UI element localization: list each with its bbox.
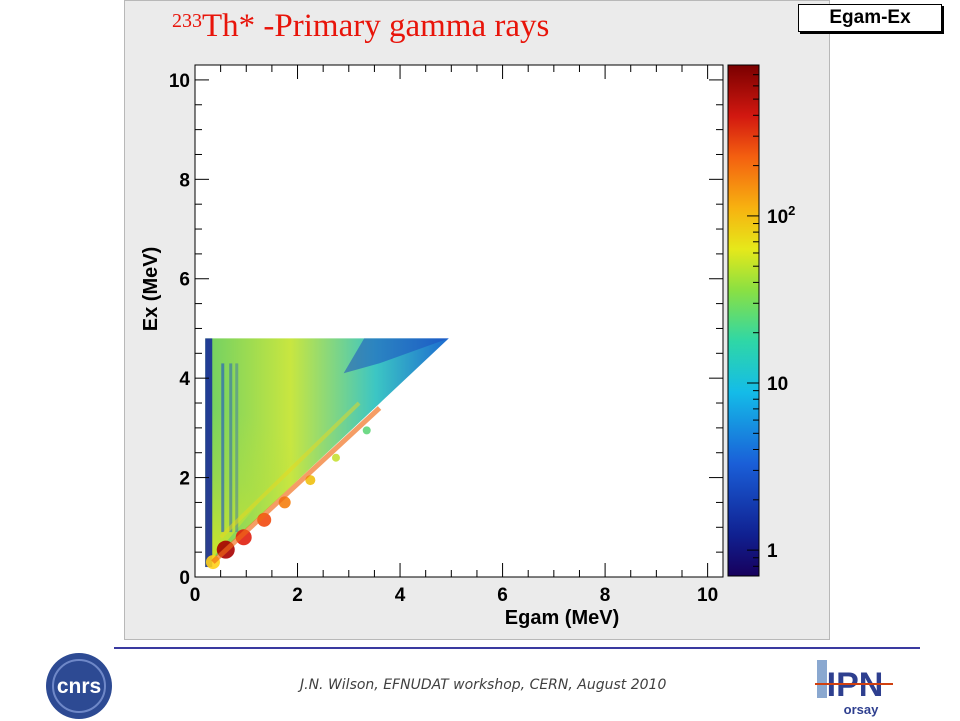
colorbar-tick-label: 10 [767,374,788,395]
y-tick-label: 0 [179,568,190,589]
colorbar-tick-label: 102 [767,203,795,228]
heatmap-ridge-secondary [219,401,361,539]
title-superscript: 233 [172,10,202,32]
heatmap-peak [362,426,371,435]
y-axis-label: Ex (MeV) [140,247,162,331]
y-tick-label: 2 [179,469,190,490]
heatmap-streak [221,363,225,533]
heatmap-streak [235,363,239,533]
title-main: Th* -Primary gamma rays [202,8,550,44]
x-tick-label: 6 [497,585,508,606]
x-tick-label: 2 [292,585,303,606]
x-tick-label: 8 [600,585,611,606]
y-tick-label: 8 [179,170,190,191]
histogram-title: Egam-Ex [798,4,942,32]
colorbar [727,64,760,577]
x-tick-label: 4 [395,585,406,606]
ipn-logo-subtext: orsay [844,702,879,717]
heatmap-cells [205,338,449,570]
y-tick-label: 4 [179,369,190,390]
x-axis-label: Egam (MeV) [505,607,619,629]
footer-rule [114,647,920,649]
heatmap-peak [331,453,340,462]
ipn-orsay-logo: IPN orsay [815,660,893,717]
x-tick-label: 0 [190,585,201,606]
colorbar-tick-exponent: 2 [788,203,795,218]
y-tick-label: 6 [179,270,190,291]
cnrs-logo-text: cnrs [57,675,101,698]
cnrs-logo: cnrs [46,653,112,719]
heatmap-svg: 0 2 4 6 8 10 0 2 4 6 8 10 1 10 102 Egam (MeV) Ex (MeV… [140,64,795,629]
x-tick-label: 10 [697,585,718,606]
heatmap-low-edge [343,338,449,374]
plot-canvas: 0 2 4 6 8 10 0 2 4 6 8 10 1 10 102 Egam (MeV) Ex (MeV… [124,0,942,640]
heatmap-streak [229,363,233,533]
colorbar-tick-label: 1 [767,541,778,562]
heatmap-low-band [205,338,213,568]
slide-title: 233Th* -Primary gamma rays [172,8,549,45]
footer-credit: J.N. Wilson, EFNUDAT workshop, CERN, Aug… [300,677,667,693]
y-tick-label: 10 [169,71,190,92]
axes: 0 2 4 6 8 10 0 2 4 6 8 10 [169,65,723,606]
colorbar-axis: 1 10 102 [747,64,795,577]
heatmap-ridge [211,406,382,564]
